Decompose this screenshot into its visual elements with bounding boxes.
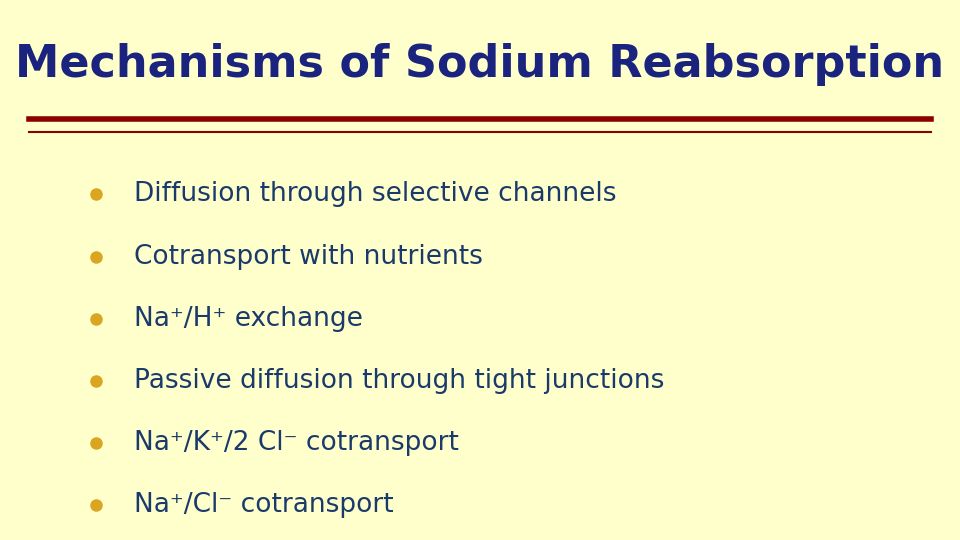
Text: Mechanisms of Sodium Reabsorption: Mechanisms of Sodium Reabsorption: [15, 43, 945, 86]
Text: Cotransport with nutrients: Cotransport with nutrients: [134, 244, 483, 269]
Text: Na⁺/H⁺ exchange: Na⁺/H⁺ exchange: [134, 306, 363, 332]
Text: Na⁺/Cl⁻ cotransport: Na⁺/Cl⁻ cotransport: [134, 492, 394, 518]
Text: Diffusion through selective channels: Diffusion through selective channels: [134, 181, 617, 207]
Text: Na⁺/K⁺/2 Cl⁻ cotransport: Na⁺/K⁺/2 Cl⁻ cotransport: [134, 430, 459, 456]
Text: Passive diffusion through tight junctions: Passive diffusion through tight junction…: [134, 368, 664, 394]
